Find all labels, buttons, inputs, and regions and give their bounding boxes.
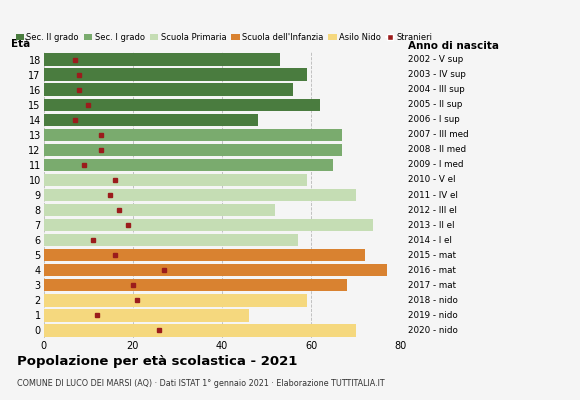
Bar [44,84,293,96]
Text: 2017 - mat: 2017 - mat [408,281,456,290]
Bar [44,324,356,337]
Text: 2008 - II med: 2008 - II med [408,145,466,154]
Text: 2016 - mat: 2016 - mat [408,266,456,275]
Text: 2004 - III sup: 2004 - III sup [408,85,465,94]
Text: 2014 - I el: 2014 - I el [408,236,452,245]
Text: Anno di nascita: Anno di nascita [408,41,499,51]
Text: 2005 - II sup: 2005 - II sup [408,100,463,109]
Bar [44,98,320,111]
Bar [44,53,280,66]
Bar [44,309,249,322]
Text: 2006 - I sup: 2006 - I sup [408,115,460,124]
Bar [44,144,342,156]
Bar [44,68,307,81]
Text: 2018 - nido: 2018 - nido [408,296,458,305]
Bar [44,264,387,276]
Bar [44,234,298,246]
Text: 2013 - II el: 2013 - II el [408,221,455,230]
Legend: Sec. II grado, Sec. I grado, Scuola Primaria, Scuola dell'Infanzia, Asilo Nido, : Sec. II grado, Sec. I grado, Scuola Prim… [16,33,433,42]
Text: 2012 - III el: 2012 - III el [408,206,457,214]
Text: 2015 - mat: 2015 - mat [408,251,456,260]
Bar [44,219,374,231]
Bar [44,159,333,171]
Bar [44,174,307,186]
Text: 2010 - V el: 2010 - V el [408,176,456,184]
Text: 2009 - I med: 2009 - I med [408,160,464,169]
Text: 2020 - nido: 2020 - nido [408,326,458,335]
Text: COMUNE DI LUCO DEI MARSI (AQ) · Dati ISTAT 1° gennaio 2021 · Elaborazione TUTTIT: COMUNE DI LUCO DEI MARSI (AQ) · Dati IST… [17,379,385,388]
Bar [44,129,342,141]
Bar [44,189,356,201]
Bar [44,294,307,306]
Text: 2003 - IV sup: 2003 - IV sup [408,70,466,79]
Text: 2019 - nido: 2019 - nido [408,311,458,320]
Bar [44,279,347,292]
Text: 2011 - IV el: 2011 - IV el [408,190,458,200]
Bar [44,114,258,126]
Text: 2002 - V sup: 2002 - V sup [408,55,463,64]
Bar [44,204,276,216]
Text: Età: Età [12,39,31,49]
Bar [44,249,365,261]
Text: Popolazione per età scolastica - 2021: Popolazione per età scolastica - 2021 [17,355,298,368]
Text: 2007 - III med: 2007 - III med [408,130,469,139]
